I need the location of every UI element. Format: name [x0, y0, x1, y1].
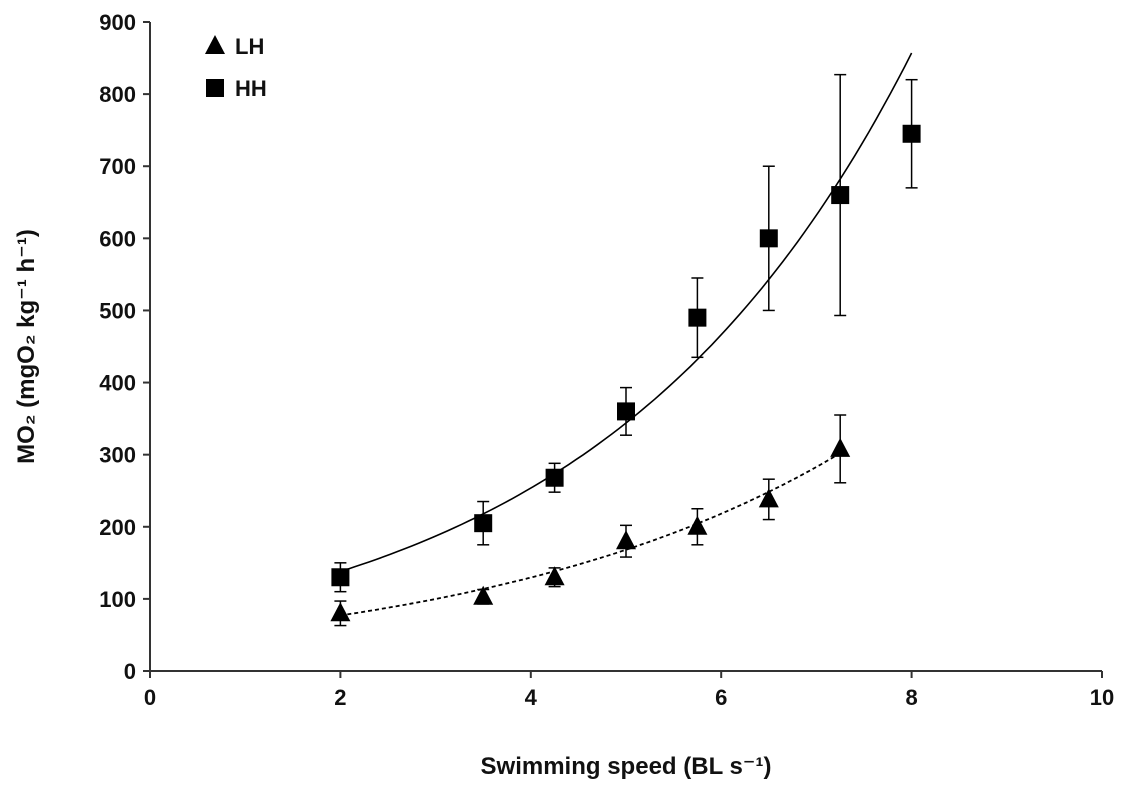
y-tick-label: 100 — [99, 587, 136, 612]
y-tick-label: 800 — [99, 82, 136, 107]
y-tick-label: 900 — [99, 10, 136, 35]
y-tick-label: 600 — [99, 226, 136, 251]
point-lh — [330, 602, 351, 622]
x-axis-title: Swimming speed (BL s⁻¹) — [481, 753, 772, 780]
point-lh — [473, 585, 494, 605]
point-lh — [616, 530, 636, 550]
legend-marker-lh — [205, 35, 225, 54]
y-tick-label: 400 — [99, 371, 136, 396]
point-hh — [688, 308, 707, 327]
point-hh — [474, 514, 493, 533]
trendline-hh — [340, 52, 913, 573]
point-hh — [331, 568, 350, 587]
x-tick-label: 6 — [715, 685, 727, 710]
point-lh — [544, 566, 565, 586]
y-tick-label: 0 — [124, 659, 136, 684]
trendline-lh — [340, 452, 841, 617]
y-tick-label: 300 — [99, 443, 136, 468]
legend-marker-hh — [206, 79, 224, 97]
y-axis-title: MO₂ (mgO₂ kg⁻¹ h⁻¹) — [13, 229, 40, 464]
y-tick-label: 700 — [99, 154, 136, 179]
legend-label-lh: LH — [235, 34, 264, 59]
point-lh — [687, 515, 708, 535]
x-tick-label: 0 — [144, 685, 156, 710]
point-lh — [830, 437, 851, 457]
point-hh — [759, 229, 778, 248]
x-tick-label: 4 — [525, 685, 538, 710]
legend: LH HH — [205, 34, 267, 101]
x-tick-label: 2 — [334, 685, 346, 710]
point-hh — [545, 468, 564, 487]
data-markers — [330, 124, 921, 622]
x-tick-label: 10 — [1090, 685, 1114, 710]
legend-label-hh: HH — [235, 76, 267, 101]
point-lh — [758, 488, 779, 508]
y-tick-label: 200 — [99, 515, 136, 540]
y-tick-label: 500 — [99, 298, 136, 323]
point-hh — [617, 402, 635, 421]
point-hh — [831, 186, 850, 205]
axes: 0 100 200 300 400 500 600 700 800 900 0 2 4 6 8 10 — [99, 10, 1114, 710]
x-tick-label: 8 — [905, 685, 917, 710]
point-hh — [902, 124, 921, 143]
